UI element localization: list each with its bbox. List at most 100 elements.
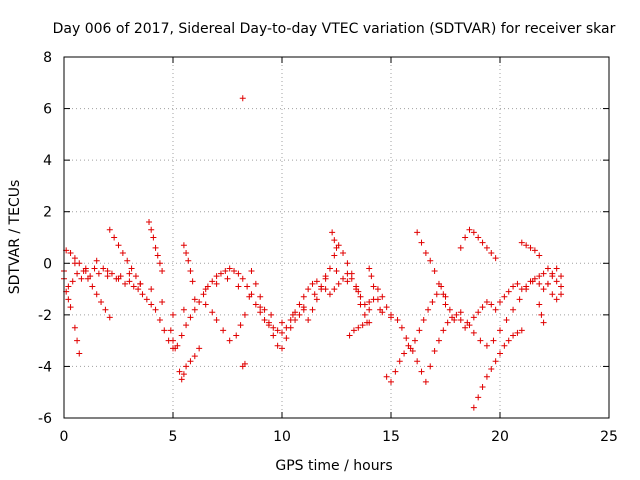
data-point: [274, 342, 281, 349]
data-point: [300, 306, 307, 313]
data-point: [67, 304, 74, 311]
data-point: [431, 268, 438, 275]
data-point: [435, 337, 442, 344]
series-g: [248, 268, 307, 352]
data-points: [61, 95, 565, 411]
data-point: [91, 265, 98, 272]
data-point: [359, 322, 366, 329]
data-point: [492, 306, 499, 313]
data-point: [313, 278, 320, 285]
data-point: [191, 296, 198, 303]
series-e: [167, 242, 203, 383]
data-point: [470, 314, 477, 321]
data-point: [150, 234, 157, 241]
data-point: [370, 283, 377, 290]
data-point: [261, 306, 268, 313]
data-point: [536, 252, 543, 259]
data-point: [518, 327, 525, 334]
data-point: [252, 301, 259, 308]
data-point: [235, 270, 242, 277]
data-point: [418, 368, 425, 375]
data-point: [403, 335, 410, 342]
data-point: [220, 327, 227, 334]
data-point: [422, 249, 429, 256]
data-point: [224, 275, 231, 282]
data-point: [80, 268, 87, 275]
data-point: [475, 234, 482, 241]
data-point: [257, 304, 264, 311]
data-point: [549, 270, 556, 277]
x-tick-label: 25: [600, 429, 618, 445]
data-point: [518, 239, 525, 246]
data-point: [305, 317, 312, 324]
data-point: [283, 335, 290, 342]
data-point: [241, 311, 248, 318]
data-point: [137, 280, 144, 287]
data-point: [241, 360, 248, 367]
data-point: [213, 317, 220, 324]
data-point: [318, 286, 325, 293]
data-point: [106, 226, 113, 233]
axis-ticks: [63, 56, 610, 419]
data-point: [497, 327, 503, 334]
x-tick-label: 10: [273, 429, 291, 445]
data-point: [344, 278, 351, 285]
data-point: [544, 280, 551, 287]
data-point: [148, 286, 155, 293]
series-o: [457, 273, 543, 349]
x-tick-label: 20: [491, 429, 509, 445]
data-point: [470, 229, 477, 236]
data-point: [189, 278, 196, 285]
data-point: [69, 278, 76, 285]
data-point: [156, 260, 163, 267]
data-point: [178, 332, 185, 339]
data-point: [444, 319, 451, 326]
data-point: [418, 239, 425, 246]
data-point: [558, 283, 565, 290]
data-point: [126, 270, 133, 277]
data-point: [466, 226, 473, 233]
data-point: [257, 293, 264, 300]
data-point: [340, 275, 347, 282]
data-point: [453, 311, 460, 318]
data-point: [477, 337, 484, 344]
series-f: [202, 95, 248, 370]
data-point: [257, 309, 264, 316]
data-point: [279, 345, 285, 352]
series-a: [61, 265, 394, 352]
data-point: [287, 324, 294, 331]
data-point: [492, 358, 499, 365]
data-point: [553, 278, 560, 285]
data-point: [326, 291, 333, 298]
data-point: [348, 275, 355, 282]
data-point: [394, 317, 401, 324]
data-point: [237, 322, 244, 329]
x-tick-label: 5: [169, 429, 178, 445]
data-point: [388, 378, 394, 385]
data-point: [167, 327, 174, 334]
data-point: [139, 291, 146, 298]
data-point: [331, 237, 338, 244]
data-point: [401, 350, 408, 357]
data-point: [353, 286, 360, 293]
data-point: [231, 268, 238, 275]
data-point: [313, 296, 320, 303]
data-point: [483, 244, 490, 251]
data-point: [475, 309, 482, 316]
data-point: [333, 244, 340, 251]
data-point: [427, 363, 434, 370]
data-point: [292, 317, 299, 324]
y-tick-label: -2: [38, 308, 52, 324]
data-point: [497, 350, 503, 357]
data-point: [152, 306, 159, 313]
data-point: [490, 337, 497, 344]
data-point: [538, 311, 545, 318]
data-point: [115, 275, 122, 282]
data-point: [217, 270, 224, 277]
data-point: [340, 249, 347, 256]
data-point: [558, 273, 565, 280]
data-point: [501, 342, 508, 349]
data-point: [226, 337, 233, 344]
data-point: [148, 226, 155, 233]
data-point: [235, 283, 242, 290]
